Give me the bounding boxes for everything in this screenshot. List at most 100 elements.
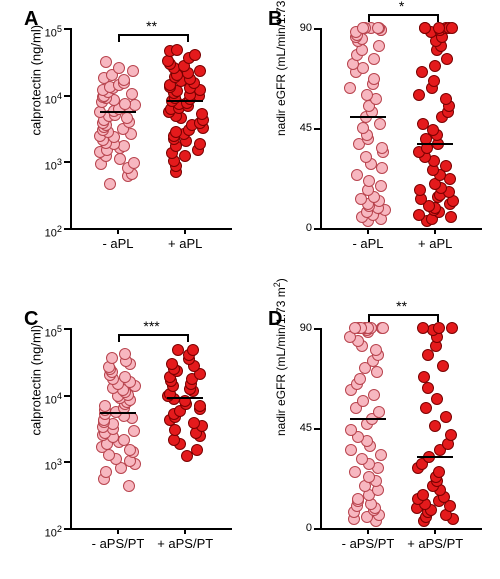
data-point [363,175,375,187]
y-tick [64,461,70,463]
x-tick [117,228,119,234]
y-tick-label: 45 [286,422,312,434]
y-tick [314,428,320,430]
median-line [100,111,136,113]
x-tick [434,528,436,534]
data-point [345,444,357,456]
data-point [194,400,206,412]
median-line [350,418,386,420]
data-point [433,22,445,34]
median-line [417,143,453,145]
data-point [100,466,112,478]
x-tick [184,528,186,534]
data-point [128,157,140,169]
y-tick-label: 45 [286,122,312,134]
y-tick [64,528,70,530]
data-point [368,53,380,65]
y-tick-label: 104 [36,390,62,406]
data-point [179,150,191,162]
data-point [188,417,200,429]
median-line [100,412,136,414]
data-point [440,160,452,172]
data-point [413,209,425,221]
data-point [375,449,387,461]
y-tick-label: 90 [286,22,312,34]
y-tick-label: 102 [36,224,62,240]
x-tick [367,528,369,534]
significance-bracket-C [118,334,189,342]
y-tick [64,395,70,397]
y-tick-label: 102 [36,524,62,540]
data-point [172,344,184,356]
data-point [418,371,430,383]
data-point [345,424,357,436]
data-point [357,22,369,34]
data-point [118,74,130,86]
median-line [167,397,203,399]
median-line [350,116,386,118]
data-point [118,140,130,152]
data-point [194,138,206,150]
data-point [417,322,429,334]
median-line [417,456,453,458]
y-tick [64,95,70,97]
data-point [113,62,125,74]
data-point [196,108,208,120]
data-point [416,66,428,78]
data-point [363,471,375,483]
x-tick [367,228,369,234]
x-tick-label: + aPS/PT [157,536,213,551]
x-tick [184,228,186,234]
y-tick-label: 105 [36,24,62,40]
data-point [360,151,372,163]
y-tick [64,328,70,330]
x-tick-label: - aPS/PT [342,536,395,551]
data-point [376,142,388,154]
median-line [167,100,203,102]
x-tick-label: + aPS/PT [407,536,463,551]
data-point [376,162,388,174]
y-tick-label: 90 [286,322,312,334]
x-tick-label: - aPL [352,236,383,251]
data-point [374,118,386,130]
data-point [417,118,429,130]
data-point [99,400,111,412]
data-point [445,211,457,223]
data-point [118,434,130,446]
data-point [166,358,178,370]
data-point [445,429,457,441]
data-point [128,425,140,437]
data-point [349,322,361,334]
data-point [373,406,385,418]
y-tick-label: 105 [36,324,62,340]
data-point [414,184,426,196]
data-point [126,88,138,100]
x-tick [117,528,119,534]
data-point [431,393,443,405]
y-tick-label: 0 [286,522,312,534]
y-tick [314,528,320,530]
significance-label-C: *** [143,318,159,334]
data-point [119,371,131,383]
data-point [189,49,201,61]
significance-bracket-B [368,14,439,22]
data-point [349,466,361,478]
data-point [104,178,116,190]
data-point [440,411,452,423]
data-point [419,22,431,34]
data-point [119,348,131,360]
data-point [433,322,445,334]
x-tick-label: + aPL [418,236,452,251]
data-point [413,89,425,101]
data-point [194,65,206,77]
data-point [361,89,373,101]
data-point [114,153,126,165]
data-point [372,22,384,34]
data-point [446,22,458,34]
data-point [375,180,387,192]
data-point [351,169,363,181]
data-point [429,420,441,432]
plot-area-C [70,328,232,530]
y-tick-label: 103 [36,457,62,473]
data-point [377,322,389,334]
